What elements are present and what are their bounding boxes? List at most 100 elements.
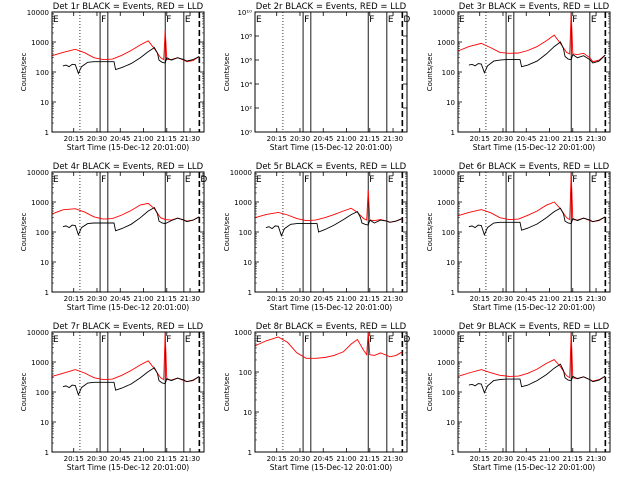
flag-label: E [53, 335, 59, 345]
x-tick-label: 20:15 [267, 455, 287, 463]
events-series-line [62, 367, 200, 397]
x-tick-label: 20:45 [516, 295, 536, 303]
y-tick-label: 100 [36, 229, 49, 237]
x-tick-label: 21:15 [157, 295, 177, 303]
chart-title: Det 9r BLACK = Events, RED = LLD [459, 322, 610, 332]
x-tick-label: 21:15 [360, 135, 380, 143]
y-tick-label: 10000 [433, 169, 455, 177]
y-tick-label: 10 [446, 259, 455, 267]
flag-label: F [101, 335, 106, 345]
flag-label: F [369, 15, 374, 25]
x-tick-label: 21:15 [360, 455, 380, 463]
chart-title: Det 4r BLACK = Events, RED = LLD [53, 162, 204, 172]
events-series-line [468, 207, 606, 237]
x-tick-label: 21:15 [360, 295, 380, 303]
plot-frame [51, 331, 205, 453]
lld-series-line [254, 190, 403, 223]
y-tick-label: 1000 [31, 359, 49, 367]
x-axis-label: Start Time (15-Dec-12 20:01:00) [67, 463, 189, 472]
chart-title: Det 5r BLACK = Events, RED = LLD [256, 162, 407, 172]
x-axis-label: Start Time (15-Dec-12 20:01:00) [473, 463, 595, 472]
flag-label: F [101, 175, 106, 185]
y-tick-label: 1 [451, 129, 455, 137]
events-series-line [265, 211, 403, 237]
lld-series-line [254, 331, 403, 359]
x-tick-label: 20:45 [313, 295, 333, 303]
chart-title: Det 3r BLACK = Events, RED = LLD [459, 2, 610, 12]
y-tick-label: 10 [40, 259, 49, 267]
flag-label: E [185, 15, 191, 25]
flag-label: E [591, 175, 597, 185]
flag-label: F [369, 335, 374, 345]
x-tick-label: 20:30 [87, 455, 107, 463]
y-tick-label: 100 [36, 69, 49, 77]
x-tick-label: 21:15 [157, 455, 177, 463]
y-tick-label: 10 [446, 419, 455, 427]
x-tick-label: 20:30 [87, 135, 107, 143]
y-tick-label: 10² [240, 105, 252, 113]
x-tick-label: 20:15 [470, 295, 490, 303]
flag-label: F [166, 335, 171, 345]
x-tick-label: 21:30 [586, 455, 606, 463]
y-tick-label: 1 [45, 289, 49, 297]
x-tick-label: 20:45 [313, 455, 333, 463]
flag-label: E [388, 15, 394, 25]
y-tick-label: 10⁸ [240, 33, 252, 41]
x-tick-label: 20:30 [87, 295, 107, 303]
chart-panel-8: Det 8r BLACK = Events, RED = LLD 1 10 100 10… [223, 322, 410, 472]
x-tick-label: 21:00 [133, 295, 153, 303]
lld-series-line [457, 331, 606, 382]
x-axis-label: Start Time (15-Dec-12 20:01:00) [67, 303, 189, 312]
y-tick-label: 10000 [27, 9, 49, 17]
x-tick-label: 20:30 [290, 135, 310, 143]
x-tick-label: 21:15 [563, 455, 583, 463]
events-series-line [468, 363, 606, 394]
lld-series-line [51, 30, 200, 63]
y-tick-label: 1 [45, 449, 49, 457]
x-tick-label: 21:30 [383, 455, 403, 463]
x-tick-label: 21:00 [336, 295, 356, 303]
x-tick-label: 21:30 [586, 135, 606, 143]
y-tick-label: 10⁴ [240, 81, 252, 89]
flag-label: E [53, 15, 59, 25]
y-tick-label: 10000 [27, 169, 49, 177]
x-tick-label: 21:30 [383, 295, 403, 303]
x-axis-label: Start Time (15-Dec-12 20:01:00) [473, 303, 595, 312]
y-tick-label: 1 [45, 129, 49, 137]
plot-frame [51, 171, 205, 293]
y-tick-label: 10000 [230, 169, 252, 177]
flag-label: E [388, 175, 394, 185]
flag-label: F [507, 15, 512, 25]
events-series-line [62, 46, 200, 75]
events-series-line [468, 41, 606, 74]
chart-title: Det 7r BLACK = Events, RED = LLD [53, 322, 204, 332]
y-tick-label: 10000 [433, 9, 455, 17]
y-tick-label: 100 [442, 69, 455, 77]
x-tick-label: 21:15 [157, 135, 177, 143]
flag-label: F [507, 175, 512, 185]
x-tick-label: 20:15 [64, 135, 84, 143]
chart-title: Det 2r BLACK = Events, RED = LLD [256, 2, 407, 12]
y-tick-label: 10¹⁰ [237, 9, 252, 17]
lld-series-line [457, 171, 606, 223]
flag-label: F [304, 335, 309, 345]
y-axis-label: Counts/sec [20, 53, 28, 92]
x-tick-label: 20:30 [493, 295, 513, 303]
x-tick-label: 20:45 [516, 135, 536, 143]
x-tick-label: 21:00 [539, 135, 559, 143]
x-tick-label: 21:15 [563, 135, 583, 143]
y-axis-label: Counts/sec [223, 373, 231, 412]
x-tick-label: 21:30 [180, 135, 200, 143]
x-tick-label: 21:30 [383, 135, 403, 143]
flag-label: F [507, 335, 512, 345]
flag-label: E [388, 335, 394, 345]
chart-title: Det 8r BLACK = Events, RED = LLD [256, 322, 407, 332]
y-tick-label: 10⁰ [240, 129, 252, 137]
x-tick-label: 21:00 [539, 455, 559, 463]
y-tick-label: 10 [40, 419, 49, 427]
events-series-line [62, 206, 200, 237]
x-tick-label: 21:30 [586, 295, 606, 303]
x-tick-label: 20:45 [110, 455, 130, 463]
chart-title: Det 1r BLACK = Events, RED = LLD [53, 2, 204, 12]
